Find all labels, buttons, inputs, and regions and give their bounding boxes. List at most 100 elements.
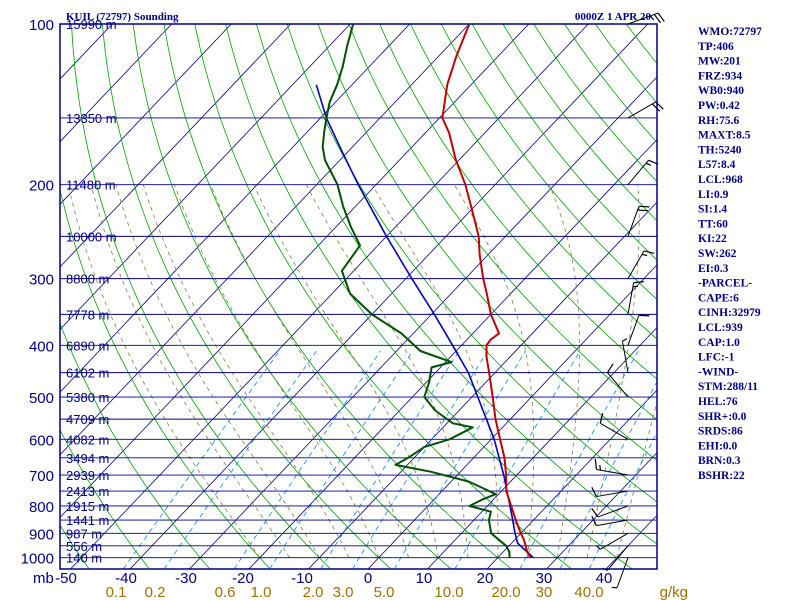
dry-adiabat-line <box>410 24 657 340</box>
temperature-tick-label: 30 <box>536 570 553 587</box>
mixing-ratio-tick-label: 40.0 <box>574 584 603 600</box>
dry-adiabat-line <box>225 24 633 569</box>
mixing-ratio-line <box>352 350 489 569</box>
sounding-index: STM:288/11 <box>698 381 758 393</box>
mixing-ratio-tick-label: 0.2 <box>145 584 166 600</box>
mixing-ratio-tick-label: 5.0 <box>374 584 395 600</box>
height-level-label: 140 m <box>66 551 102 566</box>
isotherm-line <box>60 24 351 331</box>
wind-barb <box>591 515 629 527</box>
pressure-tick-label: 600 <box>29 432 54 449</box>
dry-adiabat-line <box>163 24 512 569</box>
dry-adiabat-line <box>256 24 657 545</box>
height-level-label: 3494 m <box>66 451 109 466</box>
pressure-tick-label: 300 <box>29 272 54 289</box>
date-label: 0000Z 1 APR 20 <box>575 11 652 23</box>
pressure-tick-label: 100 <box>29 17 54 34</box>
height-level-label: 1915 m <box>66 499 109 514</box>
wind-barb <box>606 363 629 398</box>
sounding-index: SHR+:0.0 <box>698 411 747 423</box>
height-level-label: 987 m <box>66 526 102 541</box>
temperature-tick-label: -20 <box>232 570 254 587</box>
isobars <box>60 23 657 570</box>
temperature-tick-label: -10 <box>291 570 313 587</box>
isotherm-line <box>546 452 657 569</box>
mixing-ratio-line <box>519 350 639 569</box>
dry-adiabat-line <box>471 24 657 261</box>
dry-adiabat-line <box>60 322 211 569</box>
dry-adiabat-line <box>440 24 657 300</box>
height-level-label: 13350 m <box>66 111 117 126</box>
mixing-ratio-tick-label: 3.0 <box>333 584 354 600</box>
moist-adiabat-line <box>306 184 469 558</box>
profiles <box>315 24 534 559</box>
height-level-label: 1441 m <box>66 513 109 528</box>
dry-adiabat-line <box>286 24 657 503</box>
parcel-trace-line <box>315 84 534 559</box>
dry-adiabat-line <box>564 24 657 143</box>
sounding-index: MW:201 <box>698 56 741 68</box>
sounding-index: EI:0.3 <box>698 263 729 275</box>
isotherm-line <box>60 24 292 268</box>
dewpoint-line <box>321 24 511 558</box>
mixing-ratio-line <box>559 380 657 569</box>
temperature-tick-label: 0 <box>364 570 372 587</box>
dry-adiabat-line <box>317 24 657 461</box>
mixing-ratio-line <box>454 350 581 569</box>
height-level-label: 10000 m <box>66 229 117 244</box>
dry-adiabat-line <box>379 24 657 380</box>
sounding-index: MAXT:8.5 <box>698 130 751 142</box>
mixing-ratio-line <box>163 350 317 569</box>
sounding-index: FRZ:934 <box>698 70 742 82</box>
mixing-ratio-tick-label: 0.6 <box>215 584 236 600</box>
axis-labels: KUIL (72797) Sounding 0000Z 1 APR 20 mb … <box>21 11 688 600</box>
wind-barb <box>627 12 665 25</box>
dry-adiabat-line <box>132 24 452 569</box>
sounding-index: BSHR:22 <box>698 470 745 482</box>
height-level-label: 6102 m <box>66 366 109 381</box>
height-level-label: 15990 m <box>66 17 117 32</box>
sounding-index: RH:75.6 <box>698 115 739 127</box>
mixing-ratio-line <box>588 431 657 569</box>
wind-barb <box>594 459 629 476</box>
moist-adiabat-line <box>115 184 320 558</box>
isotherm-line <box>486 389 657 569</box>
isotherm-line <box>248 138 657 569</box>
wind-barb <box>591 486 629 498</box>
pressure-tick-label: 800 <box>29 499 54 516</box>
moist-adiabat-line <box>548 184 580 558</box>
height-level-label: 2939 m <box>66 468 109 483</box>
mixing-ratio-tick-label: 1.0 <box>251 584 272 600</box>
sounding-index: LI:0.9 <box>698 189 729 201</box>
mixing-ratio-tick-label: 20.0 <box>491 584 520 600</box>
isotherm-line <box>60 24 470 456</box>
isotherm-line <box>60 24 232 205</box>
sounding-index: -WIND- <box>698 366 738 378</box>
sounding-index: WMO:72797 <box>698 26 762 38</box>
isotherm-line <box>60 24 411 393</box>
mixing-ratio-line <box>123 350 280 569</box>
moist-adiabat-line <box>90 184 290 558</box>
moist-adiabat-line <box>174 184 380 558</box>
sounding-index: LFC:-1 <box>698 352 735 364</box>
sounding-index: TH:5240 <box>698 144 742 156</box>
wind-barb <box>599 412 629 440</box>
height-level-label: 6890 m <box>66 338 109 353</box>
temperature-line <box>441 24 532 559</box>
temperature-tick-label: 40 <box>596 570 613 587</box>
wind-barb <box>596 532 629 550</box>
temperature-tick-label: -40 <box>115 570 137 587</box>
pressure-tick-label: 400 <box>29 338 54 355</box>
temperature-tick-label: 10 <box>416 570 433 587</box>
sounding-index: L57:8.4 <box>698 159 736 171</box>
wind-barb <box>627 314 650 346</box>
wind-barb <box>621 338 629 373</box>
temperature-tick-label: -50 <box>55 570 77 587</box>
pressure-tick-label: 500 <box>29 390 54 407</box>
isotherm-line <box>60 24 173 143</box>
moist-adiabat-line <box>616 400 657 558</box>
pressure-tick-label: 900 <box>29 526 54 543</box>
sounding-index: LCL:968 <box>698 174 743 186</box>
sounding-index: -PARCEL- <box>698 278 752 290</box>
